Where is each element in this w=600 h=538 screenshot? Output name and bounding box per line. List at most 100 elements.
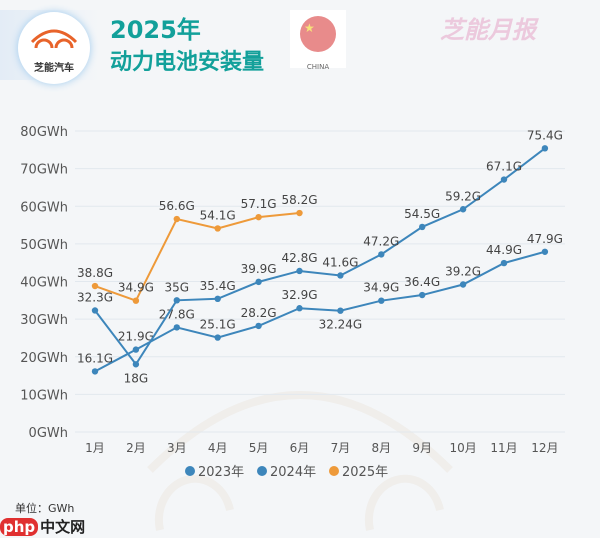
flag-icon: ★ [300,16,336,52]
data-point [255,278,262,286]
data-point [132,297,140,304]
series-line [94,212,300,302]
data-label: 39.2G [445,265,481,279]
x-tick-label: 11月 [490,441,517,455]
data-label: 67.1G [486,160,522,174]
data-label: 54.1G [200,208,236,222]
data-point [214,334,221,341]
data-point [541,248,549,255]
data-point [173,324,180,331]
x-tick-label: 6月 [290,441,310,455]
data-point [132,361,140,368]
data-point [459,206,467,213]
x-tick-label: 4月 [208,441,228,455]
data-label: 39.9G [241,262,277,276]
data-point [132,346,140,353]
data-point [173,297,180,304]
x-tick-label: 5月 [249,441,269,455]
unit-label: 单位：GWh [15,502,75,515]
data-label: 27.8G [159,307,195,321]
series-line [94,250,546,373]
data-point [214,225,221,232]
data-label: 75.4G [527,128,563,142]
data-point [91,307,99,314]
data-label: 44.9G [486,243,522,257]
x-tick-label: 1月 [85,441,105,455]
y-tick-label: 0GWh [29,426,68,441]
series-line [94,147,546,367]
x-tick-label: 8月 [371,441,391,455]
data-label: 36.4G [404,275,440,289]
logo: 芝能汽车 [18,12,90,84]
data-label: 58.2G [281,193,317,207]
data-label: 32.3G [77,290,113,304]
data-point [296,209,303,217]
data-point [419,291,426,299]
data-point [173,215,180,223]
site-watermark: php 中文网 [0,516,85,537]
data-point [296,305,303,312]
x-tick-label: 2月 [126,441,146,455]
data-point [541,145,549,152]
data-point [378,251,385,258]
data-point [91,282,99,290]
data-point [419,223,426,231]
y-tick-label: 10GWh [20,388,68,403]
data-label: 59.2G [445,189,481,203]
data-label: 34.9G [363,281,399,295]
data-label: 34.9G [118,281,154,295]
data-point [214,295,221,303]
legend-label: 2023年 [198,465,244,480]
data-point [500,259,508,267]
data-label: 35G [165,280,190,294]
logo-text: 芝能汽车 [34,63,74,74]
data-label: 28.2G [241,306,277,320]
data-point [337,307,344,314]
data-point [337,272,344,279]
data-label: 32.24G [319,318,363,332]
car-logo-icon [30,29,78,49]
data-label: 42.8G [281,251,317,265]
data-label: 25.1G [200,318,236,332]
header: 芝能汽车 2025年 动力电池安装量 ★ CHINA 芝能月报 [0,0,600,90]
legend-marker [257,466,267,476]
page-title: 动力电池安装量 [110,50,265,75]
data-point [296,267,303,275]
y-tick-label: 40GWh [20,276,68,291]
data-point [500,176,508,183]
data-point [91,368,99,375]
flag-label: CHINA [306,63,330,71]
data-label: 54.5G [404,207,440,221]
data-label: 32.9G [281,288,317,302]
data-label: 21.9G [118,330,154,344]
brand-watermark: 芝能月报 [440,16,536,44]
y-tick-label: 20GWh [20,351,68,366]
data-point [459,281,467,288]
data-label: 38.8G [77,266,113,280]
legend-label: 2024年 [270,465,316,480]
y-tick-label: 80GWh [20,125,68,140]
data-label: 41.6G [322,255,358,269]
data-point [378,297,385,304]
y-tick-label: 50GWh [20,238,68,253]
data-label: 47.9G [527,232,563,246]
legend-marker [185,466,195,476]
x-tick-label: 12月 [531,441,558,455]
legend-label: 2025年 [342,465,388,480]
y-tick-label: 70GWh [20,163,68,178]
data-point [255,322,262,330]
data-label: 57.1G [241,197,277,211]
x-tick-label: 3月 [167,441,187,455]
data-label: 16.1G [77,351,113,365]
china-flag: ★ CHINA [290,10,346,71]
y-tick-label: 30GWh [20,313,68,328]
data-point [255,213,262,221]
x-tick-label: 9月 [412,441,432,455]
legend-marker [329,466,339,476]
y-tick-label: 60GWh [20,200,68,215]
data-label: 47.2G [363,234,399,248]
x-tick-label: 10月 [449,441,476,455]
data-label: 56.6G [159,199,195,213]
data-label: 18G [124,371,149,385]
data-label: 35.4G [200,279,236,293]
